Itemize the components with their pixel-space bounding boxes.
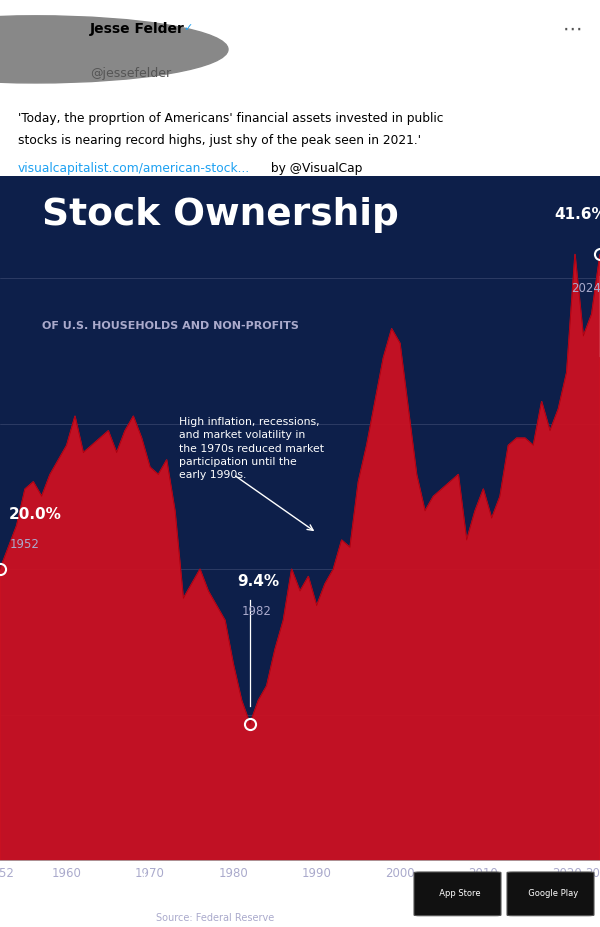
FancyBboxPatch shape [414, 872, 501, 916]
Text: Stock Ownership: Stock Ownership [42, 197, 399, 233]
Text: 'Today, the proprtion of Americans' financial assets invested in public: 'Today, the proprtion of Americans' fina… [18, 112, 443, 125]
Text: 41.6%: 41.6% [554, 207, 600, 222]
Text: 2024: 2024 [571, 282, 600, 295]
Circle shape [0, 17, 228, 83]
Text: stocks is nearing record highs, just shy of the peak seen in 2021.': stocks is nearing record highs, just shy… [18, 133, 421, 146]
Text: 20.0%: 20.0% [8, 507, 61, 522]
Text: 1982: 1982 [242, 604, 272, 617]
Text: Google Play: Google Play [523, 888, 578, 897]
Text: voronoi: voronoi [78, 877, 155, 895]
Text: ✓: ✓ [183, 23, 193, 33]
Text: 9.4%: 9.4% [238, 574, 280, 589]
Text: ⋯: ⋯ [563, 19, 582, 39]
Text: OF U.S. HOUSEHOLDS AND NON-PROFITS: OF U.S. HOUSEHOLDS AND NON-PROFITS [42, 320, 299, 330]
Text: 1952: 1952 [10, 538, 40, 551]
Text: High inflation, recessions,
and market volatility in
the 1970s reduced market
pa: High inflation, recessions, and market v… [179, 417, 324, 479]
Text: Where Data Tells the Story: Where Data Tells the Story [162, 886, 350, 899]
Text: @jessefelder: @jessefelder [90, 67, 171, 80]
Text: visualcapitalist.com/american-stock...: visualcapitalist.com/american-stock... [18, 162, 250, 175]
Text: BY VISUAL CAPITALIST: BY VISUAL CAPITALIST [78, 906, 147, 911]
FancyBboxPatch shape [507, 872, 594, 916]
Text: Jesse Felder: Jesse Felder [90, 22, 185, 36]
Text: by @VisualCap: by @VisualCap [267, 162, 362, 175]
Text: App Store: App Store [434, 888, 481, 897]
Text: Source: Federal Reserve: Source: Federal Reserve [156, 912, 274, 922]
